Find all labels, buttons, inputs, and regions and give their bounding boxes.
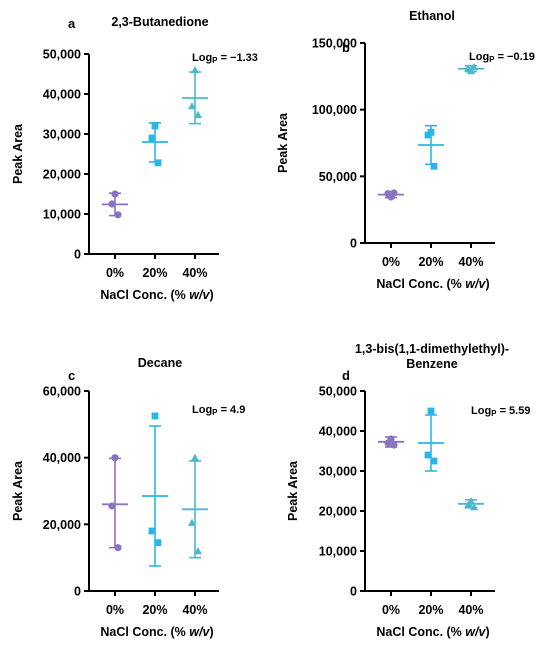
data-point-square <box>148 527 156 535</box>
data-point-triangle <box>191 453 199 461</box>
y-tick-label: 30,000 <box>319 465 357 479</box>
data-point-triangle <box>464 501 472 509</box>
y-tick-label: 0 <box>74 585 81 599</box>
y-tick-label: 40,000 <box>43 451 81 465</box>
y-tick-label: 10,000 <box>43 208 81 222</box>
x-tick-label: 40% <box>182 603 207 617</box>
chart-title: Decane <box>138 356 183 370</box>
panel-b: b Ethanol LogP = −0.19 0 50,000 100,000 150,00… <box>276 9 535 291</box>
data-point-square <box>151 412 159 420</box>
panel-letter: a <box>68 16 76 31</box>
x-axis-label: NaCl Conc. (% w/v) <box>376 625 489 639</box>
chart-title: Ethanol <box>409 9 455 23</box>
data-point-square <box>430 457 438 465</box>
y-tick-label: 150,000 <box>312 37 357 51</box>
panel-letter: c <box>68 368 75 383</box>
x-tick-label: 20% <box>418 255 443 269</box>
y-tick-label: 20,000 <box>43 518 81 532</box>
data-point-triangle <box>194 547 202 555</box>
data-point-triangle <box>470 63 478 71</box>
panel-d: d 1,3-bis(1,1-dimethylethyl)-Benzene LogP … <box>286 342 530 639</box>
logp-annotation: LogP = 5.59 <box>471 405 530 418</box>
x-axis-label: NaCl Conc. (% w/v) <box>100 288 213 302</box>
x-tick-label: 0% <box>106 266 124 280</box>
y-tick-label: 20,000 <box>43 168 81 182</box>
y-axis-label: Peak Area <box>11 123 25 184</box>
x-tick-label: 0% <box>106 603 124 617</box>
data-point-triangle <box>191 66 199 74</box>
y-axis-label: Peak Area <box>286 460 300 521</box>
panel-a: a 2,3-Butanedione LogP = −1.33 0 10,000 20,00… <box>11 15 258 302</box>
y-axis-label: Peak Area <box>11 460 25 521</box>
logp-annotation: LogP = −0.19 <box>469 51 535 64</box>
chart-title: 1,3-bis(1,1-dimethylethyl)- <box>355 342 509 356</box>
y-tick-label: 30,000 <box>43 128 81 142</box>
y-tick-label: 40,000 <box>319 425 357 439</box>
x-tick-label: 0% <box>382 603 400 617</box>
x-tick-label: 40% <box>458 255 483 269</box>
y-tick-label: 0 <box>74 248 81 262</box>
y-axis-label: Peak Area <box>276 112 290 173</box>
chart-title: 2,3-Butanedione <box>111 15 208 29</box>
data-point-square <box>424 131 432 139</box>
data-point-square <box>151 122 159 130</box>
x-tick-label: 20% <box>142 266 167 280</box>
data-point-triangle <box>188 102 196 110</box>
y-tick-label: 50,000 <box>319 385 357 399</box>
logp-annotation: LogP = −1.33 <box>192 52 258 65</box>
data-point-square <box>148 134 156 142</box>
x-axis-label: NaCl Conc. (% w/v) <box>376 277 489 291</box>
data-point-triangle <box>194 110 202 118</box>
panel-letter: b <box>342 40 350 55</box>
data-point-circle <box>111 454 119 462</box>
x-tick-label: 40% <box>458 603 483 617</box>
data-point-circle <box>114 544 122 552</box>
x-tick-label: 20% <box>418 603 443 617</box>
data-point-triangle <box>464 64 472 72</box>
data-point-square <box>154 159 162 167</box>
x-tick-label: 0% <box>382 255 400 269</box>
data-point-circle <box>108 200 116 208</box>
x-axis-label: NaCl Conc. (% w/v) <box>100 625 213 639</box>
x-tick-label: 20% <box>142 603 167 617</box>
y-tick-label: 40,000 <box>43 88 81 102</box>
x-tick-label: 40% <box>182 266 207 280</box>
data-point-circle <box>390 189 398 197</box>
data-point-circle <box>114 211 122 219</box>
data-point-triangle <box>188 518 196 526</box>
data-point-circle <box>111 190 119 198</box>
y-tick-label: 60,000 <box>43 385 81 399</box>
data-point-square <box>430 162 438 170</box>
y-tick-label: 20,000 <box>319 505 357 519</box>
logp-annotation: LogP = 4.9 <box>192 404 245 417</box>
data-point-circle <box>108 502 116 510</box>
panel-c: c Decane LogP = 4.9 0 20,000 40,000 60,000 Peak… <box>11 356 245 639</box>
data-point-square <box>427 407 435 415</box>
y-tick-label: 50,000 <box>319 170 357 184</box>
y-tick-label: 0 <box>350 237 357 251</box>
y-tick-label: 10,000 <box>319 545 357 559</box>
y-tick-label: 50,000 <box>43 48 81 62</box>
chart-title-line2: Benzene <box>406 357 457 371</box>
data-point-circle <box>384 190 392 198</box>
y-tick-label: 100,000 <box>312 103 357 117</box>
panel-letter: d <box>342 368 350 383</box>
data-point-triangle <box>470 503 478 511</box>
data-point-triangle <box>467 497 475 505</box>
data-point-circle <box>390 441 398 449</box>
data-point-square <box>424 451 432 459</box>
data-point-circle <box>384 439 392 447</box>
data-point-square <box>154 539 162 547</box>
y-tick-label: 0 <box>350 585 357 599</box>
